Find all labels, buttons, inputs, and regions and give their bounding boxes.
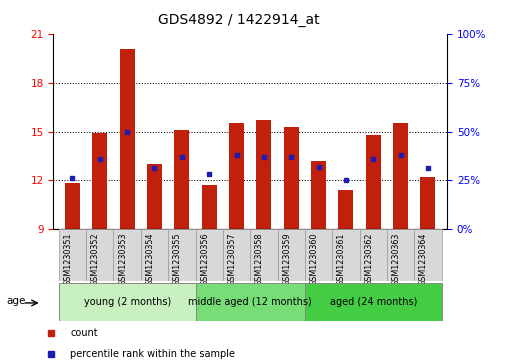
Bar: [65, 183, 80, 229]
Bar: [305, 283, 441, 321]
Text: GSM1230352: GSM1230352: [91, 232, 100, 286]
Bar: [168, 229, 196, 281]
Text: GSM1230355: GSM1230355: [173, 232, 182, 286]
Bar: [202, 185, 217, 229]
Bar: [229, 123, 244, 229]
Text: middle aged (12 months): middle aged (12 months): [188, 297, 312, 307]
Bar: [277, 229, 305, 281]
Bar: [250, 229, 277, 281]
Text: GSM1230364: GSM1230364: [419, 232, 428, 286]
Text: aged (24 months): aged (24 months): [330, 297, 417, 307]
Text: GSM1230362: GSM1230362: [364, 232, 373, 286]
Bar: [366, 135, 380, 229]
Text: GSM1230356: GSM1230356: [200, 232, 209, 286]
Bar: [141, 229, 168, 281]
Text: GSM1230353: GSM1230353: [118, 232, 127, 286]
Bar: [360, 229, 387, 281]
Text: age: age: [7, 297, 26, 306]
Bar: [387, 229, 414, 281]
Text: GSM1230360: GSM1230360: [309, 232, 319, 286]
Bar: [338, 190, 354, 229]
Text: percentile rank within the sample: percentile rank within the sample: [70, 349, 235, 359]
Text: GSM1230361: GSM1230361: [337, 232, 346, 286]
Bar: [92, 133, 107, 229]
Bar: [59, 229, 86, 281]
Text: GSM1230358: GSM1230358: [255, 232, 264, 286]
Bar: [196, 283, 305, 321]
Bar: [147, 164, 162, 229]
Text: GSM1230363: GSM1230363: [392, 232, 401, 286]
Bar: [311, 161, 326, 229]
Text: count: count: [70, 328, 98, 338]
Text: GSM1230359: GSM1230359: [282, 232, 291, 286]
Text: GSM1230354: GSM1230354: [145, 232, 154, 286]
Bar: [120, 49, 135, 229]
Text: GSM1230357: GSM1230357: [228, 232, 237, 286]
Bar: [174, 130, 189, 229]
Text: young (2 months): young (2 months): [83, 297, 171, 307]
Text: GDS4892 / 1422914_at: GDS4892 / 1422914_at: [158, 13, 320, 27]
Bar: [414, 229, 441, 281]
Text: GSM1230351: GSM1230351: [64, 232, 73, 286]
Bar: [196, 229, 223, 281]
Bar: [393, 123, 408, 229]
Bar: [59, 283, 196, 321]
Bar: [86, 229, 113, 281]
Bar: [257, 120, 271, 229]
Bar: [305, 229, 332, 281]
Bar: [332, 229, 360, 281]
Bar: [421, 177, 435, 229]
Bar: [223, 229, 250, 281]
Bar: [283, 127, 299, 229]
Bar: [113, 229, 141, 281]
